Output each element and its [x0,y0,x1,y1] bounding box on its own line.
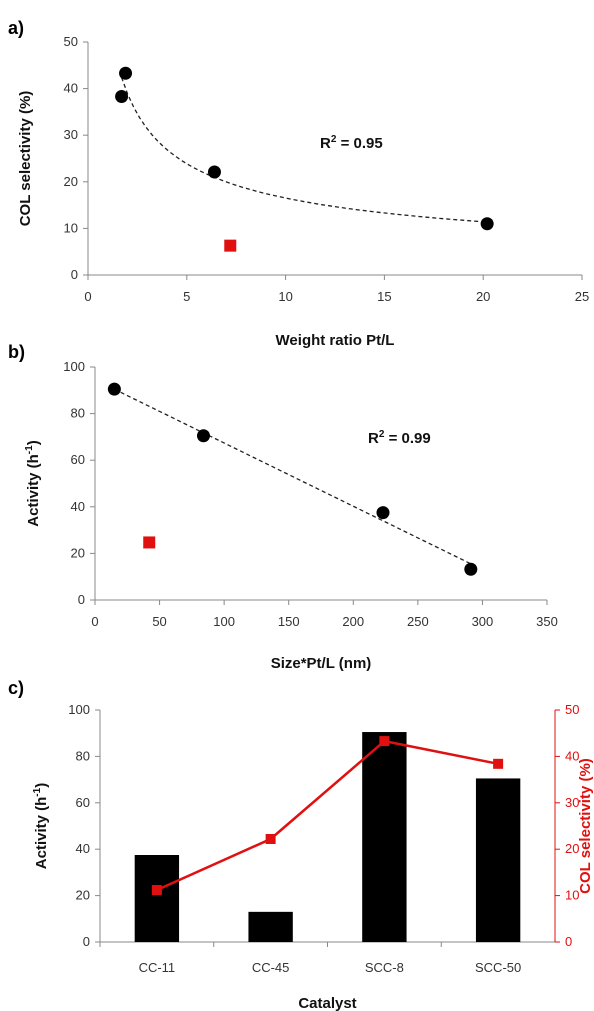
y-tick-label: 10 [64,220,78,235]
r-squared-annotation: R2 = 0.95 [320,134,383,152]
selectivity-line [156,739,499,892]
y-axis-title: Activity (h-1) [24,440,42,526]
outlier-square-point [143,536,156,549]
x-axis-title: Catalyst [298,995,356,1011]
y-tick-label: 100 [63,359,85,374]
selectivity-marker [379,736,390,747]
x-tick-label: 20 [476,289,490,304]
bar [134,855,180,942]
x-tick-label: 15 [377,289,391,304]
x-tick-label: 25 [575,289,589,304]
bar [248,911,293,942]
bar [362,732,407,942]
x-tick-label: 250 [407,614,429,629]
y-tick-label: 0 [78,592,85,607]
panel-c: c) 0 20 40 60 80 100 0 10 20 30 40 50 CC-11 CC-45 SCC-8… [8,678,594,1011]
data-point [115,90,129,104]
y-axis-title: Activity (h-1) [32,783,50,869]
y-tick-label: 100 [68,702,90,717]
y-tick-label: 20 [64,174,78,189]
x-tick-label: 5 [183,289,190,304]
y2-tick-label: 10 [565,888,579,903]
y-tick-label: 0 [71,267,78,282]
y-tick-label: 60 [71,452,85,467]
x-tick-label: CC-45 [252,960,290,975]
data-point [480,217,494,231]
x-tick-label: 100 [213,614,235,629]
x-tick-label: 10 [278,289,292,304]
panel-a: a) 0 10 20 30 40 50 0 5 10 15 20 25 Weight ratio Pt/L… [8,18,589,349]
bar [475,778,521,942]
x-axis-title: Size*Pt/L (nm) [271,655,372,672]
y2-tick-label: 40 [565,748,579,763]
y-tick-label: 40 [71,499,85,514]
y2-axis-title: COL selectivity (%) [577,758,594,894]
y2-tick-label: 30 [565,795,579,810]
y-tick-label: 0 [83,934,90,949]
panel-b: b) 0 20 40 60 80 100 0 50 100 150 200 250 300 350 Size*… [8,342,558,672]
data-point [464,562,478,576]
selectivity-marker [151,885,162,896]
y-tick-label: 40 [64,81,78,96]
x-tick-label: 0 [91,614,98,629]
y-tick-label: 40 [76,841,90,856]
x-tick-label: 0 [84,289,91,304]
y-tick-label: 20 [71,545,85,560]
y2-tick-label: 20 [565,841,579,856]
selectivity-marker [265,833,276,844]
r-squared-annotation: R2 = 0.99 [368,429,431,447]
x-axis-title: Weight ratio Pt/L [276,332,395,349]
y-tick-label: 30 [64,127,78,142]
x-tick-label: 150 [278,614,300,629]
y2-tick-label: 0 [565,934,572,949]
outlier-square-point [224,239,237,252]
x-tick-label: 50 [152,614,166,629]
x-tick-label: 300 [472,614,494,629]
x-tick-label: 200 [342,614,364,629]
y-axis-title: COL selectivity (%) [17,91,34,227]
y-tick-label: 60 [76,795,90,810]
y-tick-label: 80 [71,406,85,421]
trendline [114,388,472,565]
y2-tick-label: 50 [565,702,579,717]
data-point [376,506,390,520]
panel-label: a) [8,18,24,38]
x-tick-label: 350 [536,614,558,629]
data-point [196,429,210,443]
y-tick-label: 80 [76,748,90,763]
y-tick-label: 50 [64,34,78,49]
data-point [107,382,121,396]
panel-label: b) [8,342,25,362]
x-tick-label: SCC-50 [475,960,521,975]
panel-label: c) [8,678,24,698]
trendline [120,77,488,223]
x-tick-label: CC-11 [139,960,176,975]
selectivity-marker [493,758,504,769]
data-point [119,66,133,80]
y-tick-label: 20 [76,888,90,903]
x-tick-label: SCC-8 [365,960,404,975]
data-point [207,165,221,179]
